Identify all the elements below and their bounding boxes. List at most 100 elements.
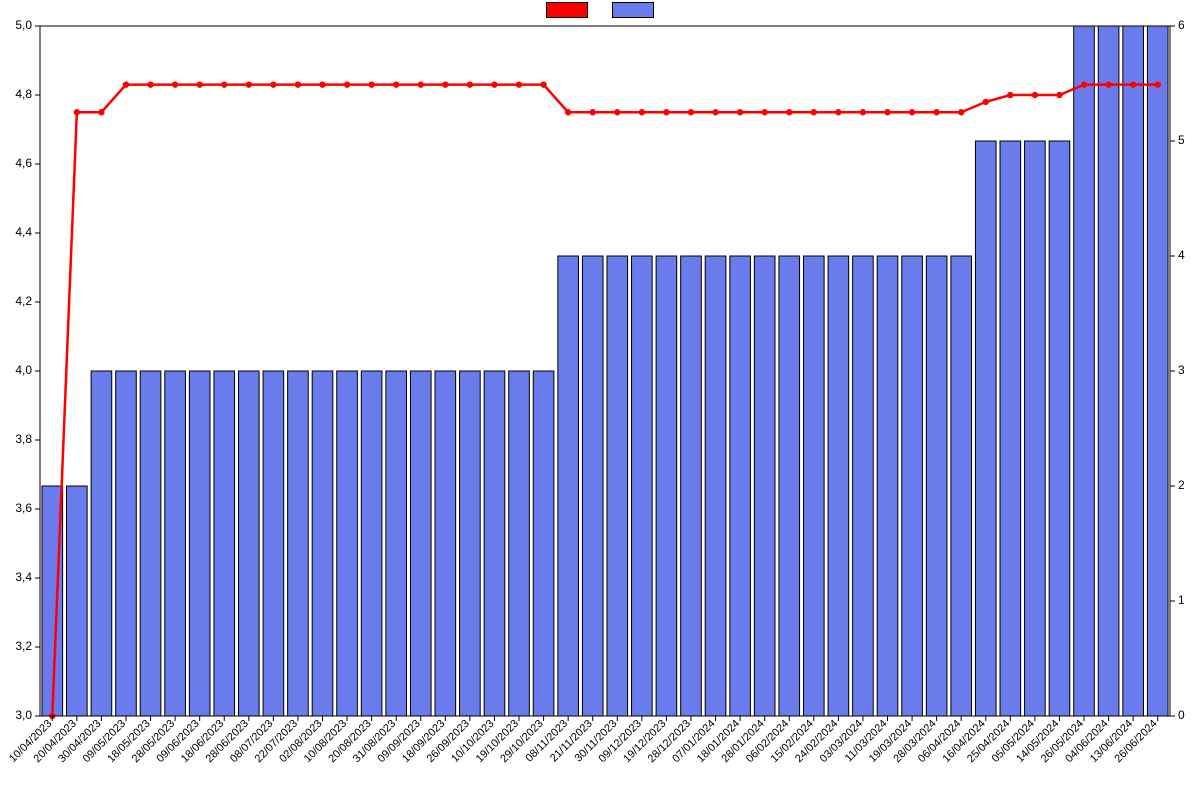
line-marker: [663, 109, 669, 115]
line-marker: [983, 99, 989, 105]
line-marker: [1105, 81, 1111, 87]
line-marker: [786, 109, 792, 115]
bar: [238, 371, 259, 716]
line-marker: [516, 81, 522, 87]
line-marker: [614, 109, 620, 115]
bar: [951, 256, 972, 716]
legend-item-line: [546, 2, 588, 18]
line-marker: [835, 109, 841, 115]
legend-swatch-bar: [612, 2, 654, 18]
y-right-label: 0: [1178, 708, 1185, 722]
line-marker: [1032, 92, 1038, 98]
bar: [410, 371, 431, 716]
bar: [288, 371, 309, 716]
line-marker: [418, 81, 424, 87]
line-marker: [590, 109, 596, 115]
y-left-label: 4,0: [15, 363, 32, 377]
bar: [67, 486, 88, 716]
line-marker: [344, 81, 350, 87]
line-marker: [909, 109, 915, 115]
bar: [1123, 26, 1144, 716]
line-marker: [196, 81, 202, 87]
bar: [853, 256, 874, 716]
bar: [607, 256, 628, 716]
line-marker: [393, 81, 399, 87]
legend-item-bar: [612, 2, 654, 18]
bar: [263, 371, 284, 716]
y-right-label: 2: [1178, 478, 1185, 492]
line-marker: [147, 81, 153, 87]
bar: [926, 256, 947, 716]
legend: [0, 2, 1200, 18]
bar: [361, 371, 382, 716]
line-marker: [565, 109, 571, 115]
line-marker: [958, 109, 964, 115]
combo-chart: 3,03,23,43,63,84,04,24,44,64,85,00123456…: [0, 0, 1200, 800]
bar: [558, 256, 579, 716]
bar: [730, 256, 751, 716]
bar: [484, 371, 505, 716]
y-left-label: 4,6: [15, 156, 32, 170]
bar: [165, 371, 186, 716]
y-left-label: 3,6: [15, 501, 32, 515]
line-marker: [246, 81, 252, 87]
line-marker: [467, 81, 473, 87]
bar: [828, 256, 849, 716]
line-marker: [639, 109, 645, 115]
bar: [460, 371, 481, 716]
bar: [533, 371, 554, 716]
line-marker: [761, 109, 767, 115]
line-marker: [712, 109, 718, 115]
line-marker: [933, 109, 939, 115]
y-right-label: 6: [1178, 18, 1185, 32]
y-left-label: 3,8: [15, 432, 32, 446]
bar: [1049, 141, 1070, 716]
y-left-label: 3,0: [15, 708, 32, 722]
bar: [140, 371, 161, 716]
line-marker: [811, 109, 817, 115]
legend-swatch-line: [546, 2, 588, 18]
bar: [975, 141, 996, 716]
y-left-label: 4,4: [15, 225, 32, 239]
y-right-label: 1: [1178, 593, 1185, 607]
line-marker: [1130, 81, 1136, 87]
y-right-label: 5: [1178, 133, 1185, 147]
line-marker: [884, 109, 890, 115]
bar: [214, 371, 235, 716]
bar: [632, 256, 653, 716]
bar: [1000, 141, 1021, 716]
bar: [902, 256, 923, 716]
bars-group: [42, 26, 1168, 716]
bar: [1074, 26, 1095, 716]
line-marker: [368, 81, 374, 87]
line-marker: [319, 81, 325, 87]
bar: [1025, 141, 1046, 716]
line-marker: [688, 109, 694, 115]
bar: [656, 256, 677, 716]
y-right-label: 3: [1178, 363, 1185, 377]
line-marker: [860, 109, 866, 115]
line-marker: [491, 81, 497, 87]
line-marker: [123, 81, 129, 87]
bar: [91, 371, 112, 716]
bar: [337, 371, 358, 716]
bar: [189, 371, 210, 716]
line-marker: [74, 109, 80, 115]
line-marker: [1155, 81, 1161, 87]
bar: [803, 256, 824, 716]
line-marker: [1056, 92, 1062, 98]
y-left-label: 4,2: [15, 294, 32, 308]
y-right-label: 4: [1178, 248, 1185, 262]
bar: [1098, 26, 1119, 716]
bar: [386, 371, 407, 716]
line-marker: [270, 81, 276, 87]
line-marker: [442, 81, 448, 87]
bar: [312, 371, 333, 716]
y-left-label: 3,4: [15, 570, 32, 584]
bar: [582, 256, 603, 716]
chart-svg: 3,03,23,43,63,84,04,24,44,64,85,00123456…: [0, 0, 1200, 800]
bar: [116, 371, 137, 716]
bar: [1147, 26, 1168, 716]
bar: [779, 256, 800, 716]
bar: [681, 256, 702, 716]
